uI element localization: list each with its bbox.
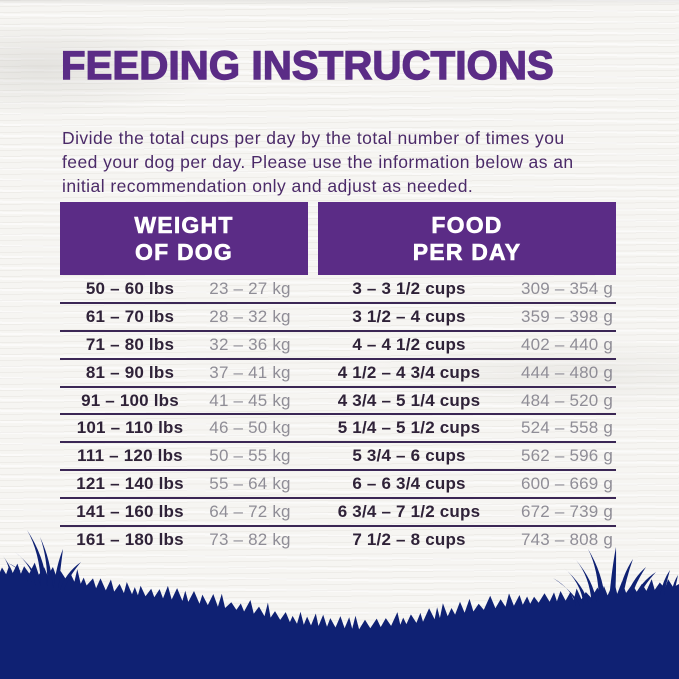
table-row: 81 – 90 lbs 37 – 41 kg 4 1/2 – 4 3/4 cup… [60, 360, 616, 388]
description-line: Divide the total cups per day by the tot… [62, 128, 565, 148]
food-grams-cell: 444 – 480 g [520, 362, 613, 382]
food-cups-cell: 4 1/2 – 4 3/4 cups [337, 362, 481, 382]
food-header-line2: PER DAY [412, 238, 522, 265]
food-grams-cell: 484 – 520 g [520, 390, 613, 410]
food-grams-cell: 600 – 669 g [520, 474, 613, 494]
grass-mound-shape [0, 562, 679, 679]
table-row: 50 – 60 lbs 23 – 27 kg 3 – 3 1/2 cups 30… [60, 276, 616, 304]
food-cups-cell: 4 3/4 – 5 1/4 cups [337, 390, 481, 410]
grass-blades-shape [3, 530, 678, 606]
table-row: 111 – 120 lbs 50 – 55 kg 5 3/4 – 6 cups … [60, 443, 616, 472]
description: Divide the total cups per day by the tot… [62, 126, 574, 198]
weight-kg-cell: 32 – 36 kg [209, 334, 291, 354]
food-per-day-header: FOOD PER DAY [318, 202, 616, 275]
grass-silhouette [0, 530, 679, 679]
food-cups-cell: 5 3/4 – 6 cups [352, 446, 466, 466]
food-grams-cell: 359 – 398 g [520, 306, 613, 326]
weight-lbs-cell: 71 – 80 lbs [85, 334, 175, 354]
food-cups-cell: 4 – 4 1/2 cups [352, 334, 466, 354]
table-row: 161 – 180 lbs 73 – 82 kg 7 1/2 – 8 cups … [60, 527, 616, 553]
food-grams-cell: 743 – 808 g [520, 529, 613, 549]
weight-kg-cell: 28 – 32 kg [209, 306, 291, 326]
food-cups-cell: 6 – 6 3/4 cups [352, 474, 466, 494]
food-header-line1: FOOD [431, 211, 503, 238]
food-grams-cell: 562 – 596 g [520, 446, 613, 466]
food-cups-cell: 5 1/4 – 5 1/2 cups [337, 418, 481, 438]
weight-lbs-cell: 101 – 110 lbs [76, 418, 184, 438]
table-row: 71 – 80 lbs 32 – 36 kg 4 – 4 1/2 cups 40… [60, 332, 616, 360]
table-row: 101 – 110 lbs 46 – 50 kg 5 1/4 – 5 1/2 c… [60, 415, 616, 444]
weight-header-line1: WEIGHT [134, 211, 234, 238]
weight-of-dog-header: WEIGHT OF DOG [60, 202, 308, 275]
food-grams-cell: 672 – 739 g [520, 502, 613, 522]
weight-kg-cell: 41 – 45 kg [209, 390, 291, 410]
description-line: initial recommendation only and adjust a… [62, 176, 474, 196]
food-grams-cell: 524 – 558 g [520, 418, 613, 438]
weight-kg-cell: 37 – 41 kg [209, 362, 291, 382]
weight-lbs-cell: 61 – 70 lbs [85, 306, 175, 326]
weight-lbs-cell: 141 – 160 lbs [76, 502, 184, 522]
food-cups-cell: 6 3/4 – 7 1/2 cups [337, 502, 481, 522]
table-row: 61 – 70 lbs 28 – 32 kg 3 1/2 – 4 cups 35… [60, 304, 616, 332]
feeding-table: 50 – 60 lbs 23 – 27 kg 3 – 3 1/2 cups 30… [60, 276, 616, 553]
weight-kg-cell: 64 – 72 kg [209, 502, 291, 522]
food-grams-cell: 402 – 440 g [520, 334, 613, 354]
description-line: feed your dog per day. Please use the in… [62, 152, 574, 172]
food-cups-cell: 7 1/2 – 8 cups [352, 529, 466, 549]
weight-kg-cell: 55 – 64 kg [209, 474, 291, 494]
weight-header-line2: OF DOG [135, 238, 233, 265]
weight-kg-cell: 46 – 50 kg [209, 418, 291, 438]
page-title: FEEDING INSTRUCTIONS [60, 44, 554, 88]
weight-kg-cell: 50 – 55 kg [209, 446, 291, 466]
table-row: 121 – 140 lbs 55 – 64 kg 6 – 6 3/4 cups … [60, 471, 616, 500]
table-row: 141 – 160 lbs 64 – 72 kg 6 3/4 – 7 1/2 c… [60, 499, 616, 528]
weight-kg-cell: 23 – 27 kg [209, 278, 291, 298]
weight-lbs-cell: 111 – 120 lbs [77, 446, 183, 466]
food-cups-cell: 3 1/2 – 4 cups [352, 306, 466, 326]
weight-lbs-cell: 91 – 100 lbs [81, 390, 179, 410]
table-row: 91 – 100 lbs 41 – 45 kg 4 3/4 – 5 1/4 cu… [60, 388, 616, 416]
weight-kg-cell: 73 – 82 kg [209, 529, 291, 549]
weight-lbs-cell: 161 – 180 lbs [76, 529, 184, 549]
weight-lbs-cell: 81 – 90 lbs [85, 362, 175, 382]
weight-lbs-cell: 50 – 60 lbs [85, 278, 175, 298]
food-grams-cell: 309 – 354 g [520, 278, 613, 298]
food-cups-cell: 3 – 3 1/2 cups [352, 278, 466, 298]
weight-lbs-cell: 121 – 140 lbs [76, 474, 184, 494]
